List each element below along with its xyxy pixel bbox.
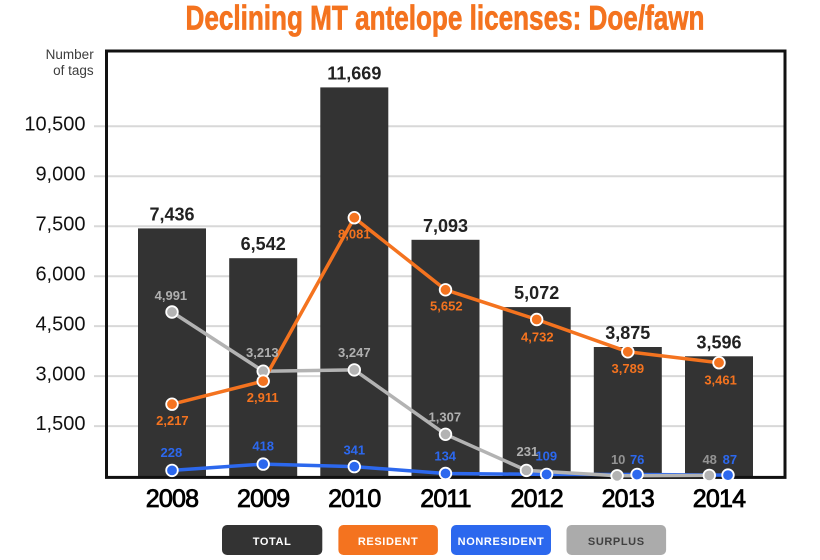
svg-text:3,461: 3,461 (704, 373, 737, 388)
svg-text:9,000: 9,000 (35, 164, 85, 186)
svg-text:6,542: 6,542 (241, 234, 286, 254)
svg-text:NONRESIDENT: NONRESIDENT (458, 536, 545, 548)
svg-text:2012: 2012 (510, 485, 562, 513)
svg-text:4,500: 4,500 (35, 313, 85, 335)
svg-text:5,072: 5,072 (514, 283, 559, 303)
svg-text:48: 48 (702, 452, 716, 467)
svg-text:Number: Number (46, 47, 95, 62)
svg-text:TOTAL: TOTAL (253, 536, 292, 548)
svg-text:2013: 2013 (602, 485, 654, 513)
svg-text:2008: 2008 (146, 485, 198, 513)
svg-text:134: 134 (434, 449, 456, 464)
svg-text:231: 231 (517, 444, 539, 459)
svg-text:7,436: 7,436 (149, 204, 194, 224)
svg-text:11,669: 11,669 (327, 63, 381, 83)
svg-text:8,081: 8,081 (338, 226, 371, 241)
svg-text:3,213: 3,213 (246, 345, 279, 360)
svg-text:3,789: 3,789 (612, 361, 645, 376)
svg-text:76: 76 (630, 452, 644, 467)
svg-text:10: 10 (611, 452, 625, 467)
svg-text:1,500: 1,500 (35, 413, 85, 435)
svg-text:2,217: 2,217 (156, 413, 189, 428)
svg-text:7,093: 7,093 (423, 216, 468, 236)
svg-text:2011: 2011 (420, 485, 471, 513)
svg-text:2009: 2009 (237, 485, 289, 513)
svg-text:2,911: 2,911 (247, 390, 279, 405)
svg-text:4,991: 4,991 (155, 288, 188, 303)
svg-text:341: 341 (343, 443, 365, 458)
svg-text:109: 109 (535, 449, 557, 464)
svg-text:of tags: of tags (53, 63, 94, 78)
svg-text:RESIDENT: RESIDENT (358, 536, 418, 548)
svg-text:Declining MT antelope licenses: Declining MT antelope licenses: Doe/fawn (186, 0, 705, 38)
svg-text:2010: 2010 (328, 485, 380, 513)
svg-text:228: 228 (161, 445, 183, 460)
svg-text:3,596: 3,596 (696, 332, 741, 352)
svg-text:2014: 2014 (693, 485, 746, 513)
svg-text:5,652: 5,652 (430, 299, 463, 314)
svg-text:418: 418 (252, 439, 274, 454)
svg-text:1,307: 1,307 (429, 409, 462, 424)
svg-text:3,000: 3,000 (35, 363, 85, 385)
svg-text:3,875: 3,875 (605, 323, 650, 343)
svg-text:SURPLUS: SURPLUS (588, 536, 645, 548)
svg-text:4,732: 4,732 (521, 330, 554, 345)
svg-text:6,000: 6,000 (35, 263, 85, 285)
svg-text:7,500: 7,500 (35, 213, 85, 235)
svg-text:10,500: 10,500 (24, 114, 85, 136)
svg-text:87: 87 (723, 452, 737, 467)
svg-text:3,247: 3,247 (338, 345, 371, 360)
